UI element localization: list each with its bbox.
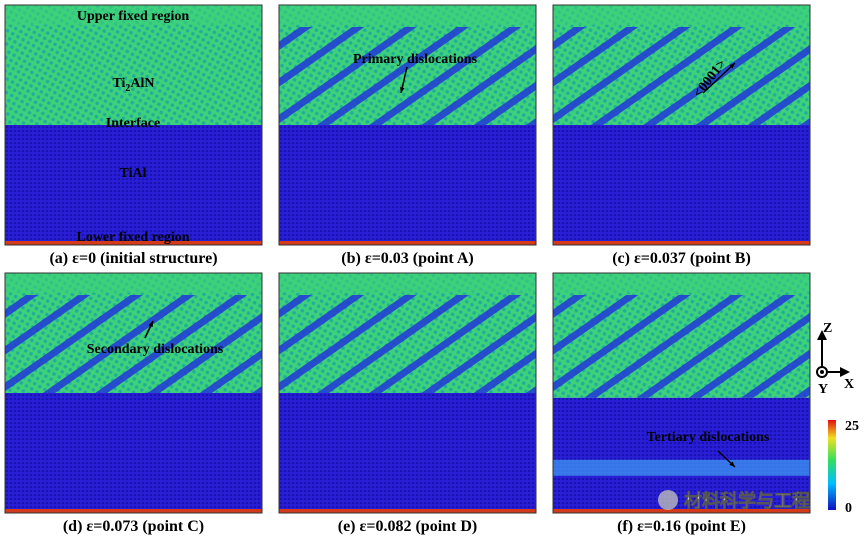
annotation: Secondary dislocations (87, 342, 224, 357)
lower-fixed (279, 241, 536, 245)
upper-fixed (553, 273, 810, 293)
caption: (b) ε=0.03 (point A) (341, 250, 473, 267)
caption: (d) ε=0.073 (point C) (63, 518, 204, 535)
arrow-head (729, 461, 735, 467)
colorbar (828, 420, 836, 510)
annotation: Upper fixed region (77, 9, 189, 24)
panel: (b) ε=0.03 (point A) Primary dislocations (278, 4, 537, 267)
frame (552, 272, 811, 514)
arrow-head (399, 87, 405, 93)
panel: (f) ε=0.16 (point E) Tertiary dislocation… (552, 272, 811, 535)
upper-fixed (279, 5, 536, 25)
colorbar-max: 25 (845, 419, 859, 434)
tial-region (5, 125, 262, 245)
tertiary-band (553, 459, 810, 476)
frame (4, 4, 263, 246)
caption: (a) ε=0 (initial structure) (49, 250, 217, 267)
upper-fixed (553, 5, 810, 25)
dislocations (5, 295, 262, 393)
tial-region (553, 397, 810, 513)
lower-fixed (553, 241, 810, 245)
upper-fixed (279, 273, 536, 293)
caption: (e) ε=0.082 (point D) (338, 518, 478, 535)
annotation: TiAl (120, 166, 147, 181)
frame (4, 272, 263, 514)
annotation: Primary dislocations (353, 52, 478, 67)
lower-fixed (5, 509, 262, 513)
watermark-icon (658, 490, 678, 510)
tial-region (553, 125, 810, 245)
arrow (702, 62, 736, 94)
axes-triad: Z X Y (816, 321, 854, 397)
panel: (c) ε=0.037 (point B)<0001> (552, 4, 811, 267)
axis-y: Y (818, 382, 828, 397)
dislocations (553, 27, 810, 125)
dislocations (279, 27, 536, 125)
lower-fixed (553, 509, 810, 513)
lower-fixed (279, 509, 536, 513)
tial-region (279, 393, 536, 513)
upper-fixed (5, 5, 262, 25)
watermark: 材料科学与工程 (684, 490, 810, 512)
material-part: 2 (125, 83, 130, 94)
frame (552, 4, 811, 246)
caption: (c) ε=0.037 (point B) (612, 250, 751, 267)
panel: (e) ε=0.082 (point D) (278, 272, 537, 535)
annotation: Lower fixed region (76, 230, 189, 245)
annotation: Interface (106, 116, 160, 131)
lower-fixed (5, 241, 262, 245)
dislocations (553, 295, 810, 398)
frame (278, 272, 537, 514)
panels: (a) ε=0 (initial structure) Upper fixed r… (4, 4, 811, 535)
annotation: Tertiary dislocations (647, 430, 770, 445)
frame (278, 4, 537, 246)
dislocations (279, 295, 536, 393)
panel: (a) ε=0 (initial structure) Upper fixed r… (4, 4, 263, 267)
material-part: Ti (112, 76, 125, 91)
arrow-head (729, 63, 735, 69)
axis-x: X (844, 377, 854, 392)
colorbar-min: 0 (845, 501, 852, 516)
caption: (f) ε=0.16 (point E) (617, 518, 746, 535)
tial-region (279, 125, 536, 245)
material-part: AlN (130, 76, 154, 91)
axis-z: Z (823, 321, 832, 336)
upper-fixed (5, 273, 262, 293)
panel: (d) ε=0.073 (point C) Secondary dislocati… (4, 272, 263, 535)
arrow-head (148, 321, 153, 327)
tial-region (5, 393, 262, 513)
material-label: Ti2AlN (112, 76, 154, 94)
